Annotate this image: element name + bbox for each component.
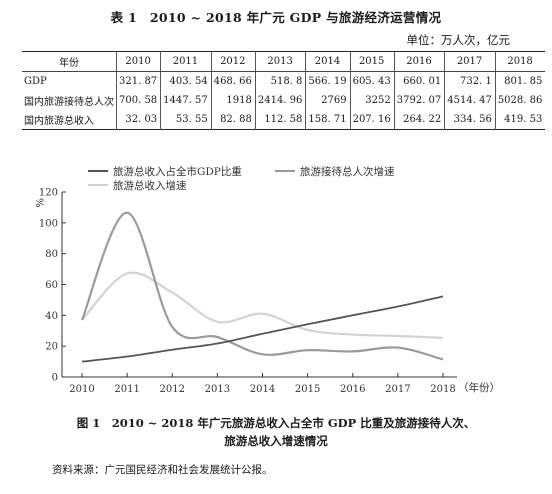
table-row-label: GDP [24,76,47,87]
table-cell: 3252 [349,91,395,110]
legend-label-visitor-growth: 旅游接待总人次增速 [300,165,395,178]
x-tick-label: 2013 [205,384,230,395]
table-header-label: 年份 [22,51,117,72]
table-year-header: 2015 [349,51,395,72]
table-cell: 419. 53 [494,110,546,130]
table-cell: 1918 [210,91,256,110]
x-tick-label: 2018 [430,384,455,395]
table-cell: 605. 43 [349,71,395,91]
line-chart: 旅游总收入占全市GDP比重 旅游接待总人次增速 旅游总收入增速 % 0 20 40 6… [33,165,500,395]
table-cell: 468. 66 [210,71,256,91]
legend-label-revenue-growth: 旅游总收入增速 [113,179,187,192]
y-tick-label: 60 [45,280,58,291]
x-tick-label: 2014 [250,384,275,395]
table-cell: 801. 85 [494,71,546,91]
table-year-header: 2018 [494,51,546,72]
table-title: 表 1 2010 ~ 2018 年广元 GDP 与旅游经济运营情况 [110,10,442,25]
table-cell: 158. 71 [305,110,351,130]
table-cell: 1447. 57 [160,91,212,110]
chart-legend: 旅游总收入占全市GDP比重 旅游接待总人次增速 旅游总收入增速 [88,165,395,192]
table-row: GDP 321. 87 403. 54 468. 66 518. 8 566. … [22,71,546,91]
series-line-gdp-share [81,295,444,363]
y-tick-label: 0 [52,373,58,384]
chart-axes: 0 20 40 60 80 100 120 2010 2011 2012 2013 2014 2015 2… [39,188,457,395]
series-line-revenue-growth [81,271,444,339]
table-cell: 700. 58 [115,91,161,110]
series-line-visitor-growth [80,211,444,361]
table-year-header: 2013 [254,51,306,72]
y-tick-label: 40 [45,311,58,322]
table-cell: 207. 16 [349,110,395,130]
y-tick-label: 20 [45,342,58,353]
table-cell: 53. 55 [160,110,212,130]
table-year-header: 2014 [305,51,351,72]
table-cell: 2769 [305,91,351,110]
table-row: 国内旅游总收入 32. 03 53. 55 82. 88 112. 58 158… [22,110,546,130]
table-cell: 566. 19 [305,71,351,91]
table-year-header: 2017 [444,51,496,72]
table-year-header: 2011 [160,51,212,72]
x-tick-label: 2011 [114,384,139,395]
y-tick-label: 80 [45,249,58,260]
table-cell: 3792. 07 [393,91,445,110]
table-row: 国内旅游接待总人次 700. 58 1447. 57 1918 2414. 96… [22,91,546,110]
y-tick-label: 120 [39,188,58,199]
unit-note: 单位：万人次，亿元 [406,33,511,47]
y-tick-label: 100 [39,218,58,229]
table-cell: 321. 87 [115,71,161,91]
x-tick-label: 2015 [295,384,320,395]
table-cell: 518. 8 [254,71,306,91]
x-tick-label: 2010 [69,384,94,395]
table-cell: 4514. 47 [444,91,496,110]
x-tick-label: 2012 [160,384,185,395]
x-tick-label: 2017 [385,384,410,395]
table-row-label: 国内旅游接待总人次 [24,97,114,108]
source-note: 资料来源：广元国民经济和社会发展统计公报。 [52,464,273,476]
y-axis-label: % [33,198,44,208]
table-row-label: 国内旅游总收入 [24,116,94,127]
table-year-header: 2012 [210,51,256,72]
legend-label-gdp-share: 旅游总收入占全市GDP比重 [113,165,242,178]
table-year-header: 2016 [393,51,445,72]
table-cell: 334. 56 [444,110,496,130]
table-cell: 264. 22 [393,110,445,130]
figure-caption-line-1: 图 1 2010 ~ 2018 年广元旅游总收入占全市 GDP 比重及旅游接待人… [76,416,476,430]
table-cell: 732. 1 [444,71,496,91]
table-header-row: 年份 2010 2011 2012 2013 2014 2015 2016 20… [22,51,546,72]
table-cell: 112. 58 [254,110,306,130]
table-cell: 403. 54 [160,71,212,91]
table-cell: 660. 01 [393,71,445,91]
data-table: 年份 2010 2011 2012 2013 2014 2015 2016 20… [22,51,546,130]
table-cell: 2414. 96 [254,91,306,110]
chart-plot-area [80,211,444,363]
table-cell: 5028. 86 [494,91,546,110]
table-year-header: 2010 [115,51,161,72]
table-cell: 82. 88 [210,110,256,130]
x-axis-label: （年份） [458,381,500,394]
figure-caption-line-2: 旅游总收入增速情况 [224,434,328,448]
table-cell: 32. 03 [115,110,161,130]
x-tick-label: 2016 [340,384,365,395]
